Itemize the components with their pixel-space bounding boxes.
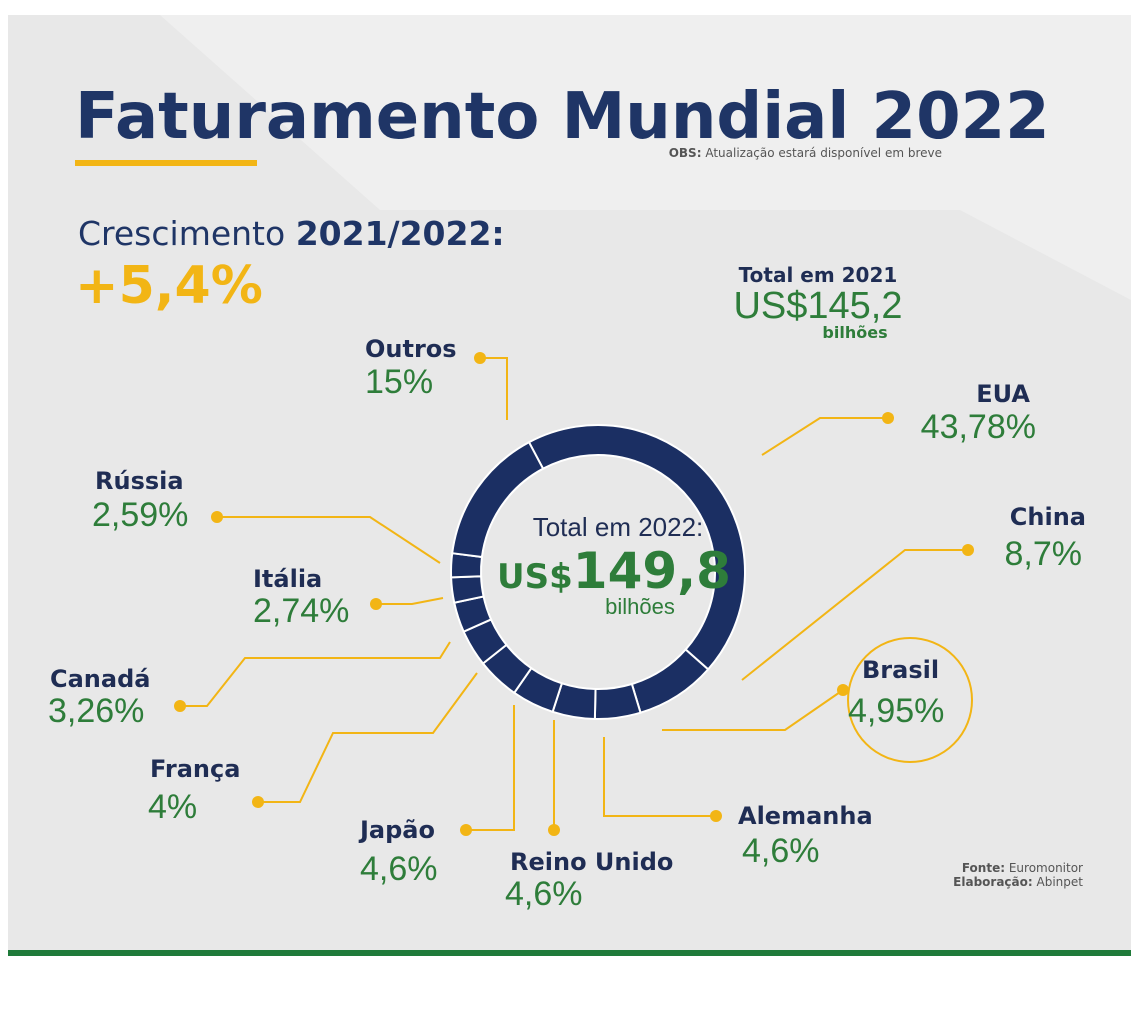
- center-total: US$149,8: [497, 542, 731, 600]
- growth-period: 2021/2022:: [296, 214, 505, 253]
- source-label: Elaboração:: [953, 875, 1033, 889]
- leader-dot: [548, 824, 560, 836]
- center-unit: bilhões: [605, 594, 675, 619]
- leader-line: [603, 737, 716, 817]
- value-label: 8,7%: [1005, 535, 1083, 573]
- value-label: 4%: [148, 788, 197, 826]
- value-label: 2,59%: [92, 496, 188, 534]
- source-text: Euromonitor: [1009, 861, 1083, 875]
- leader-line: [662, 689, 844, 731]
- title: Faturamento Mundial 2022: [75, 80, 1050, 154]
- source-label: Fonte:: [962, 861, 1005, 875]
- category-label: EUA: [976, 380, 1030, 408]
- leader-line: [217, 516, 441, 564]
- leader-line: [180, 641, 451, 707]
- leader-line: [741, 549, 968, 681]
- note-text: Atualização estará disponível em breve: [705, 146, 942, 160]
- prev-total-value: US$145,2: [733, 285, 902, 327]
- category-label: Itália: [253, 565, 322, 593]
- center-value: 149,8: [573, 542, 731, 600]
- category-label: França: [150, 755, 240, 783]
- category-label: Rússia: [95, 467, 184, 495]
- value-label: 2,74%: [253, 592, 349, 630]
- donut: [450, 424, 746, 720]
- category-label: Outros: [365, 335, 457, 363]
- title-underline: [75, 160, 257, 166]
- leader-line: [258, 672, 478, 803]
- leader-dot: [460, 824, 472, 836]
- value-label: 43,78%: [921, 408, 1036, 446]
- growth-heading: Crescimento 2021/2022:: [78, 214, 505, 253]
- category-label: China: [1010, 503, 1086, 531]
- leader-dot: [174, 700, 186, 712]
- source-text: Abinpet: [1037, 875, 1084, 889]
- leader-dot: [962, 544, 974, 556]
- category-label: Canadá: [50, 665, 150, 693]
- prev-total-label: Total em 2021: [739, 263, 898, 287]
- donut-segment: [593, 682, 642, 720]
- leader-dot: [837, 684, 849, 696]
- leader-dot: [211, 511, 223, 523]
- center-label: Total em 2022:: [533, 512, 704, 542]
- prev-total-unit: bilhões: [822, 323, 887, 342]
- category-label: Reino Unido: [510, 848, 673, 876]
- value-label: 4,6%: [742, 832, 820, 870]
- note-label: OBS:: [669, 146, 702, 160]
- value-label: 4,6%: [505, 875, 583, 913]
- panel-shape: [160, 15, 1131, 300]
- leader-dot: [252, 796, 264, 808]
- leader-dot: [370, 598, 382, 610]
- source-2: Elaboração: Abinpet: [953, 875, 1083, 889]
- growth-value: +5,4%: [75, 256, 263, 316]
- leader-dot: [882, 412, 894, 424]
- category-label: Japão: [358, 816, 435, 844]
- growth-label: Crescimento: [78, 214, 285, 253]
- category-label: Alemanha: [738, 802, 873, 830]
- highlight-circle: [847, 637, 973, 763]
- value-label: 4,95%: [848, 692, 944, 730]
- leader-dot: [710, 810, 722, 822]
- leader-line: [376, 597, 444, 605]
- source-1: Fonte: Euromonitor: [962, 861, 1083, 875]
- leader-dot: [474, 352, 486, 364]
- donut-segment: [451, 440, 545, 559]
- category-label: Brasil: [862, 656, 939, 684]
- note: OBS: Atualização estará disponível em br…: [669, 146, 942, 160]
- footer-line: [8, 950, 1131, 956]
- leader-line: [480, 357, 508, 420]
- value-label: 15%: [365, 363, 433, 401]
- value-label: 4,6%: [360, 850, 438, 888]
- leader-line: [761, 417, 888, 456]
- leader-line: [466, 705, 515, 831]
- center-currency: US$: [497, 557, 573, 597]
- value-label: 3,26%: [48, 692, 144, 730]
